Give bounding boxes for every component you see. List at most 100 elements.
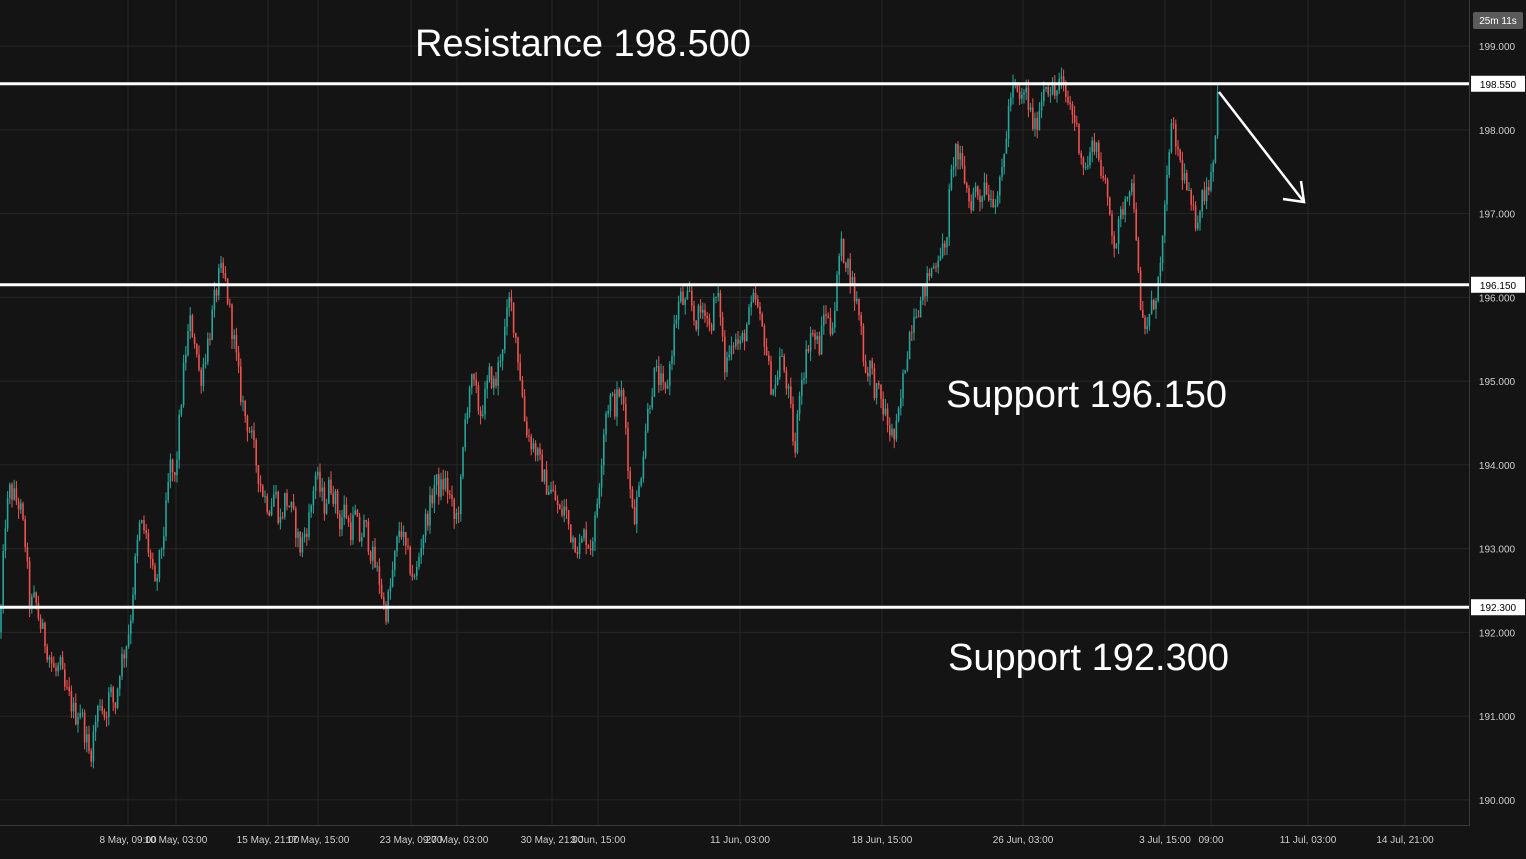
candle [446, 471, 449, 504]
x-tick-label: 09:00 [1198, 835, 1223, 846]
candle-body [600, 465, 603, 488]
candle [218, 264, 220, 301]
candle [620, 380, 623, 405]
candle-body [433, 485, 436, 504]
candle-body [1192, 204, 1195, 206]
candle-body [53, 663, 55, 668]
candle [871, 357, 873, 375]
candle [609, 392, 612, 418]
candle-body [906, 359, 909, 371]
candle [715, 296, 717, 304]
candle [321, 477, 323, 502]
candle [772, 388, 774, 396]
x-tick-label: 11 Jun, 03:00 [710, 835, 770, 846]
candle-body [552, 489, 554, 491]
candle [561, 500, 563, 518]
candle-body [319, 471, 321, 492]
candle-body [134, 556, 136, 595]
candle-body [244, 400, 246, 417]
candle-body [713, 297, 715, 331]
candle-body [818, 336, 821, 355]
candle-body [248, 431, 251, 433]
candle-body [1091, 140, 1093, 153]
candle-body [1135, 209, 1137, 240]
candle-body [1062, 76, 1065, 85]
candle [0, 603, 2, 639]
projection-arrow[interactable] [1218, 91, 1306, 204]
candle-body [746, 324, 748, 342]
candle-body [1003, 153, 1005, 168]
candle-body [1098, 142, 1100, 160]
candle [237, 345, 240, 374]
candle-body [737, 339, 739, 344]
candle-body [880, 384, 882, 399]
candle-body [658, 366, 660, 385]
candle-body [475, 379, 477, 386]
candle [1069, 95, 1071, 110]
candle [1032, 98, 1034, 131]
candle [686, 284, 689, 300]
candle-body [374, 546, 376, 568]
candle-body [114, 702, 117, 709]
x-tick-label: 26 Jun, 03:00 [993, 835, 1054, 846]
candle-body [81, 712, 84, 714]
candle-body [167, 481, 169, 501]
candle [178, 409, 180, 469]
candle [167, 472, 169, 504]
level-price-tag-text: 196.150 [1480, 281, 1517, 292]
candle [409, 545, 411, 576]
candle [1102, 166, 1104, 182]
candle-body [501, 349, 504, 361]
candle [1166, 165, 1168, 212]
candle [1051, 77, 1054, 96]
candle [994, 199, 997, 215]
candle-body [396, 536, 398, 552]
candle [1007, 99, 1010, 148]
candle-body [152, 558, 154, 566]
horizontal-levels[interactable]: 198.550 196.150 192.300 [0, 75, 1525, 616]
candle-body [1043, 88, 1045, 102]
candle [101, 699, 103, 715]
candle [763, 323, 766, 356]
candle-body [831, 327, 834, 335]
candle-body [77, 717, 79, 725]
candle-body [279, 516, 282, 523]
candle [941, 233, 944, 259]
candle [583, 527, 585, 542]
candle-body [13, 488, 15, 500]
candle [103, 708, 106, 721]
candle-body [583, 529, 585, 539]
candle [72, 697, 75, 719]
candle [154, 562, 156, 582]
candle [380, 578, 383, 600]
candle [130, 614, 132, 645]
candle [1056, 89, 1058, 103]
candle-body [460, 476, 462, 514]
candle [1012, 74, 1014, 105]
candle [875, 383, 878, 405]
candle [869, 359, 871, 386]
candle-body [732, 346, 735, 348]
candle [682, 285, 684, 306]
candle [2, 544, 4, 614]
candle [314, 471, 317, 500]
candle-body [871, 360, 873, 369]
x-tick-label: 3 Jul, 15:00 [1139, 835, 1191, 846]
candle-body [169, 459, 172, 482]
candle [743, 329, 746, 351]
candle [99, 699, 101, 711]
candle-body [618, 389, 620, 397]
candle [1170, 118, 1173, 154]
candle-body [88, 734, 90, 751]
candle [94, 715, 97, 741]
candle [539, 443, 541, 461]
candle-body [792, 403, 794, 442]
candle-body [112, 687, 114, 703]
candle-body [343, 504, 345, 518]
candle [851, 270, 854, 285]
candle-body [631, 489, 634, 508]
candle-body [999, 177, 1001, 196]
candle-body [1117, 219, 1120, 245]
